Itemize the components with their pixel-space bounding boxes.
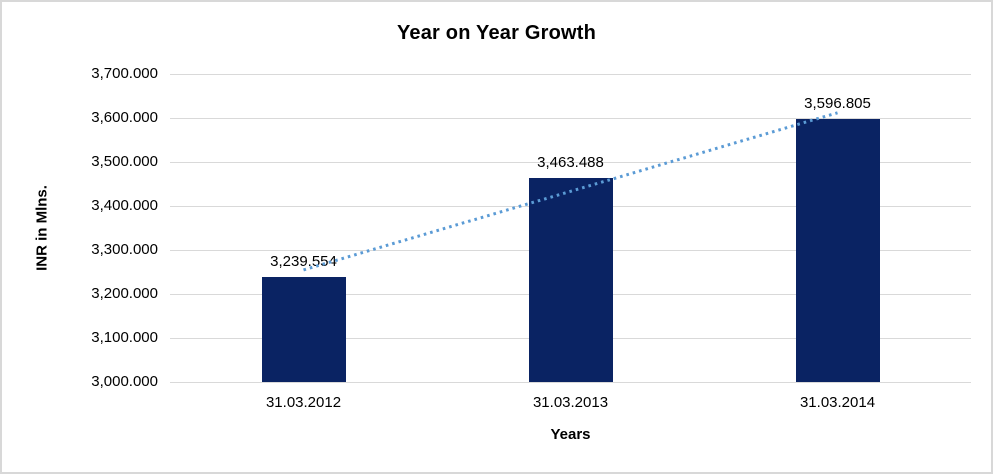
x-axis-tick-label: 31.03.2012 xyxy=(265,394,342,411)
bar-value-label: 3,463.488 xyxy=(537,154,604,172)
x-axis-tick-label: 31.03.2013 xyxy=(532,394,609,411)
x-axis-title: Years xyxy=(550,426,591,443)
y-axis-tick-label: 3,200.000 xyxy=(91,285,158,302)
bar xyxy=(261,276,346,382)
bar-value-label: 3,239.554 xyxy=(270,252,337,270)
gridline xyxy=(170,381,971,383)
plot-area: 3,239.554 3,463.488 3,596.805 xyxy=(170,73,971,383)
y-axis-tick-label: 3,100.000 xyxy=(91,329,158,346)
y-axis-tick-label: 3,400.000 xyxy=(91,197,158,214)
y-axis-tick-label: 3,600.000 xyxy=(91,109,158,126)
y-axis-tick-label: 3,700.000 xyxy=(91,65,158,82)
bar xyxy=(795,119,880,382)
chart-title: Year on Year Growth xyxy=(396,22,597,44)
gridline xyxy=(170,117,971,119)
y-axis-tick-label: 3,300.000 xyxy=(91,241,158,258)
bar-value-label: 3,596.805 xyxy=(804,95,871,113)
bar xyxy=(528,178,613,382)
y-axis-tick-label: 3,000.000 xyxy=(91,373,158,390)
gridline xyxy=(170,73,971,75)
x-axis-tick-label: 31.03.2014 xyxy=(799,394,876,411)
y-axis-tick-label: 3,500.000 xyxy=(91,153,158,170)
